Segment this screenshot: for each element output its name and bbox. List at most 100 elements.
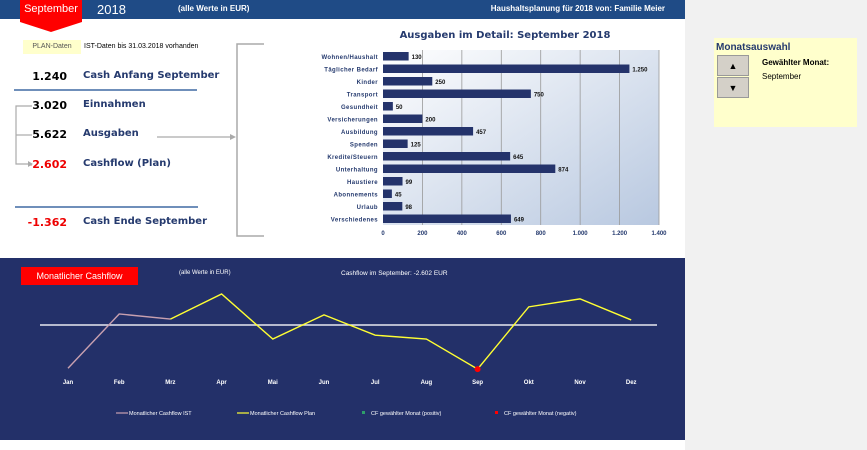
month-selector-panel: Monatsauswahl ▲ ▼ Gewählter Monat: Septe… [714, 38, 857, 127]
x-tick-label: 200 [417, 231, 428, 237]
legend-marker [362, 411, 365, 414]
x-tick-label: 400 [457, 231, 468, 237]
cashflow-value: -2.602 [27, 158, 67, 171]
page-title: Haushaltsplanung für 2018 von: Familie M… [490, 4, 665, 13]
category-label: Abonnements [334, 192, 379, 198]
bar [383, 114, 423, 123]
month-label: Jan [63, 380, 74, 386]
data-label: 99 [406, 180, 413, 186]
category-label: Spenden [350, 142, 378, 148]
x-tick-label: 800 [536, 231, 547, 237]
category-label: Verschiedenes [331, 217, 378, 223]
cash-start-label: Cash Anfang September [83, 70, 220, 81]
data-label: 250 [435, 80, 446, 86]
category-label: Gesundheit [341, 105, 378, 111]
bar [383, 189, 392, 198]
data-label: 874 [558, 167, 569, 173]
bar [383, 177, 403, 186]
x-tick-label: 600 [496, 231, 507, 237]
x-tick-label: 0 [381, 231, 385, 237]
legend-marker [495, 411, 498, 414]
cashflow-panel: Monatlicher Cashflow (alle Werte in EUR)… [0, 258, 685, 440]
month-label: Okt [524, 380, 534, 386]
bar [383, 52, 409, 61]
selected-month-value: September [762, 72, 802, 81]
expenses-bar-chart: Ausgaben im Detail: September 2018 0 200 4… [321, 30, 667, 237]
legend-label: Monatlicher Cashflow Plan [250, 411, 315, 417]
header-bar: 2018 (alle Werte in EUR) Haushaltsplanun… [0, 0, 685, 19]
bar [383, 152, 511, 161]
plan-badge: PLAN-Daten [23, 40, 81, 54]
month-down-button[interactable]: ▼ [717, 77, 749, 98]
cashflow-unit-note: (alle Werte in EUR) [179, 270, 231, 276]
bar [383, 77, 433, 86]
category-label: Kredite/Steuern [327, 155, 378, 161]
month-tab-arrow [20, 22, 82, 32]
x-tick-label: 1.400 [651, 231, 667, 237]
legend-label: CF gewählter Monat (negativ) [504, 411, 577, 417]
plan-line [170, 293, 632, 371]
selector-title: Monatsauswahl [716, 42, 791, 53]
category-label: Wohnen/Haushalt [321, 55, 378, 61]
bar [383, 64, 630, 73]
x-tick-label: 1.000 [573, 231, 589, 237]
income-value: 3.020 [32, 99, 67, 112]
month-label: Dez [626, 380, 637, 386]
month-tab: September [20, 0, 82, 22]
bar [383, 139, 408, 148]
triangle-up-icon: ▲ [728, 60, 738, 71]
data-label: 50 [396, 105, 403, 111]
month-label: Jul [371, 380, 380, 386]
plot-area [383, 50, 659, 225]
data-label: 45 [395, 192, 402, 198]
month-label: Jun [319, 380, 330, 386]
ist-line [67, 313, 171, 369]
cashflow-annotation: Cashflow im September: -2.602 EUR [341, 270, 448, 277]
selected-month-label: Gewählter Monat: [762, 58, 830, 67]
data-label: 457 [476, 130, 487, 136]
expenses-value: 5.622 [32, 128, 67, 141]
category-label: Haustiere [347, 180, 378, 186]
category-label: Unterhaltung [336, 167, 378, 173]
data-label: 750 [534, 92, 545, 98]
divider [14, 89, 197, 91]
connector-lines [15, 43, 264, 237]
cashflow-line-chart: Jan Feb Mrz Apr Mai Jun Jul Aug Sep Okt Nov Dez Mona… [40, 293, 657, 417]
category-label: Ausbildung [341, 130, 378, 136]
bar [383, 164, 556, 173]
month-label: Apr [216, 380, 227, 386]
cashflow-label: Cashflow (Plan) [83, 158, 171, 169]
divider [15, 206, 198, 208]
bar [383, 127, 474, 136]
triangle-down-icon: ▼ [728, 82, 738, 93]
category-label: Transport [347, 92, 378, 98]
legend-label: Monatlicher Cashflow IST [129, 411, 192, 417]
year: 2018 [97, 2, 126, 17]
bar-chart-title: Ausgaben im Detail: September 2018 [400, 30, 611, 41]
category-label: Urlaub [357, 205, 378, 211]
data-label: 649 [514, 217, 525, 223]
bar [383, 89, 531, 98]
data-label: 130 [412, 55, 423, 61]
cash-start-value: 1.240 [32, 70, 67, 83]
category-label: Kinder [357, 80, 379, 86]
bar [383, 214, 511, 223]
cash-end-value: -1.362 [27, 216, 67, 229]
data-label: 200 [425, 117, 436, 123]
category-label: Versicherungen [327, 117, 378, 123]
bar [383, 202, 403, 211]
month-label: Feb [114, 380, 125, 386]
month-up-button[interactable]: ▲ [717, 55, 749, 76]
month-label: Mai [268, 380, 278, 386]
cashflow-chart-title: Monatlicher Cashflow [21, 267, 138, 285]
category-label: Täglicher Bedarf [324, 67, 378, 73]
data-label: 645 [513, 155, 524, 161]
income-label: Einnahmen [83, 99, 146, 110]
data-label: 98 [405, 205, 412, 211]
data-label: 125 [411, 142, 422, 148]
ist-note: IST-Daten bis 31.03.2018 vorhanden [84, 43, 199, 50]
month-label: Aug [421, 380, 433, 386]
data-label: 1.250 [632, 67, 648, 73]
month-label: Sep [472, 380, 483, 386]
bar [383, 102, 393, 111]
